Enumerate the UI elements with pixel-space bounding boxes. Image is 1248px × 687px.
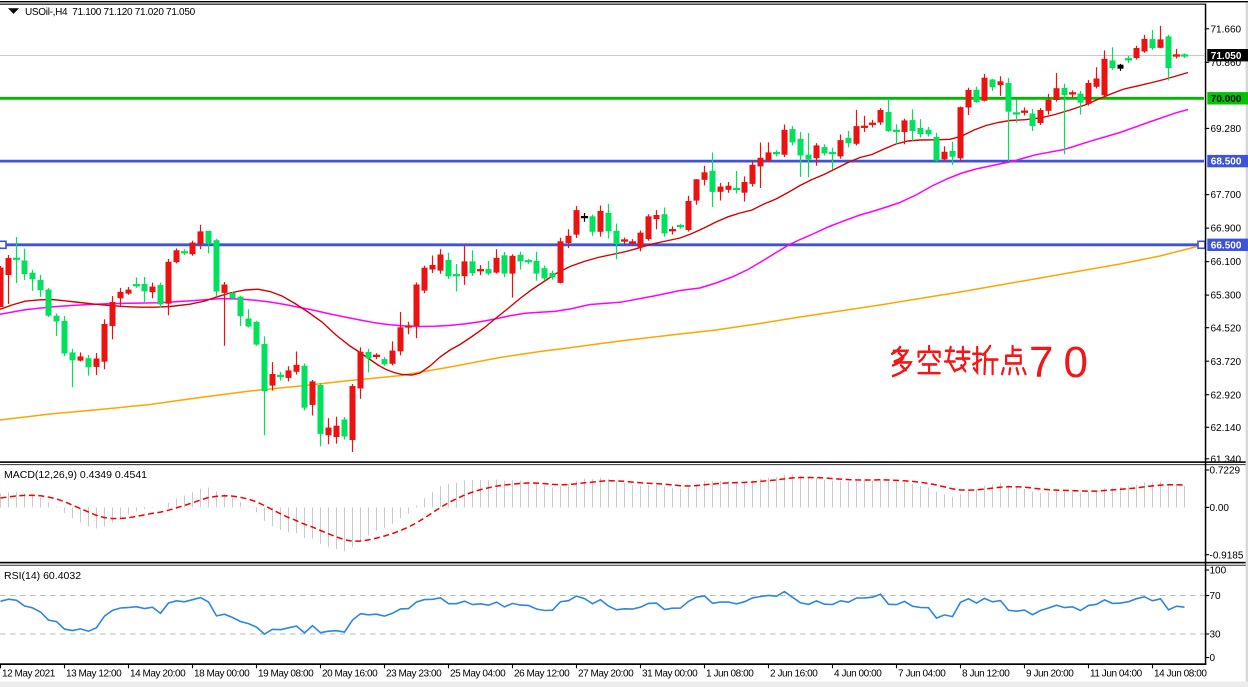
svg-text:RSI(14) 60.4032: RSI(14) 60.4032	[4, 570, 81, 582]
svg-text:30: 30	[1210, 630, 1222, 641]
svg-text:11 Jun 04:00: 11 Jun 04:00	[1090, 669, 1143, 680]
svg-text:69.280: 69.280	[1211, 124, 1242, 135]
svg-text:18 May 00:00: 18 May 00:00	[194, 669, 250, 680]
svg-text:13 May 12:00: 13 May 12:00	[66, 669, 122, 680]
svg-text:70.000: 70.000	[1211, 94, 1242, 105]
svg-text:12 May 2021: 12 May 2021	[2, 669, 56, 680]
svg-text:67.700: 67.700	[1211, 190, 1242, 201]
svg-text:MACD(12,26,9) 0.4349 0.4541: MACD(12,26,9) 0.4349 0.4541	[4, 469, 147, 481]
svg-text:0: 0	[1210, 653, 1216, 664]
svg-text:8 Jun 12:00: 8 Jun 12:00	[962, 669, 1010, 680]
svg-text:61.340: 61.340	[1211, 454, 1242, 465]
svg-text:7 Jun 04:00: 7 Jun 04:00	[898, 669, 946, 680]
svg-text:25 May 04:00: 25 May 04:00	[450, 669, 506, 680]
svg-text:19 May 08:00: 19 May 08:00	[258, 669, 314, 680]
svg-text:66.900: 66.900	[1211, 224, 1242, 235]
svg-text:66.100: 66.100	[1211, 257, 1242, 268]
svg-text:4 Jun 00:00: 4 Jun 00:00	[834, 669, 882, 680]
svg-text:63.720: 63.720	[1211, 357, 1242, 368]
svg-text:-0.9185: -0.9185	[1210, 550, 1244, 561]
svg-text:64.520: 64.520	[1211, 323, 1242, 334]
svg-text:71.660: 71.660	[1211, 24, 1242, 35]
svg-text:66.500: 66.500	[1211, 240, 1242, 251]
svg-text:14 Jun 08:00: 14 Jun 08:00	[1154, 669, 1207, 680]
svg-text:2 Jun 16:00: 2 Jun 16:00	[770, 669, 818, 680]
svg-text:65.300: 65.300	[1211, 291, 1242, 302]
svg-text:1 Jun 08:00: 1 Jun 08:00	[706, 669, 754, 680]
svg-text:62.920: 62.920	[1211, 390, 1242, 401]
svg-text:USOil-,H4 71.100 71.120 71.02: USOil-,H4 71.100 71.120 71.020 71.050	[25, 7, 196, 18]
svg-text:26 May 12:00: 26 May 12:00	[514, 669, 570, 680]
svg-text:0.00: 0.00	[1210, 503, 1230, 514]
svg-text:23 May 23:00: 23 May 23:00	[386, 669, 442, 680]
svg-text:9 Jun 20:00: 9 Jun 20:00	[1026, 669, 1074, 680]
svg-text:70: 70	[1029, 338, 1098, 387]
svg-text:70: 70	[1210, 591, 1222, 602]
svg-text:70.860: 70.860	[1211, 58, 1242, 69]
svg-text:31 May 00:00: 31 May 00:00	[642, 669, 698, 680]
svg-text:100: 100	[1210, 566, 1227, 577]
svg-text:14 May 20:00: 14 May 20:00	[130, 669, 186, 680]
svg-text:71.050: 71.050	[1211, 51, 1242, 62]
svg-text:68.500: 68.500	[1211, 157, 1242, 168]
svg-text:27 May 20:00: 27 May 20:00	[578, 669, 634, 680]
svg-text:20 May 16:00: 20 May 16:00	[322, 669, 378, 680]
svg-text:0.7229: 0.7229	[1210, 466, 1241, 477]
svg-text:62.140: 62.140	[1211, 423, 1242, 434]
